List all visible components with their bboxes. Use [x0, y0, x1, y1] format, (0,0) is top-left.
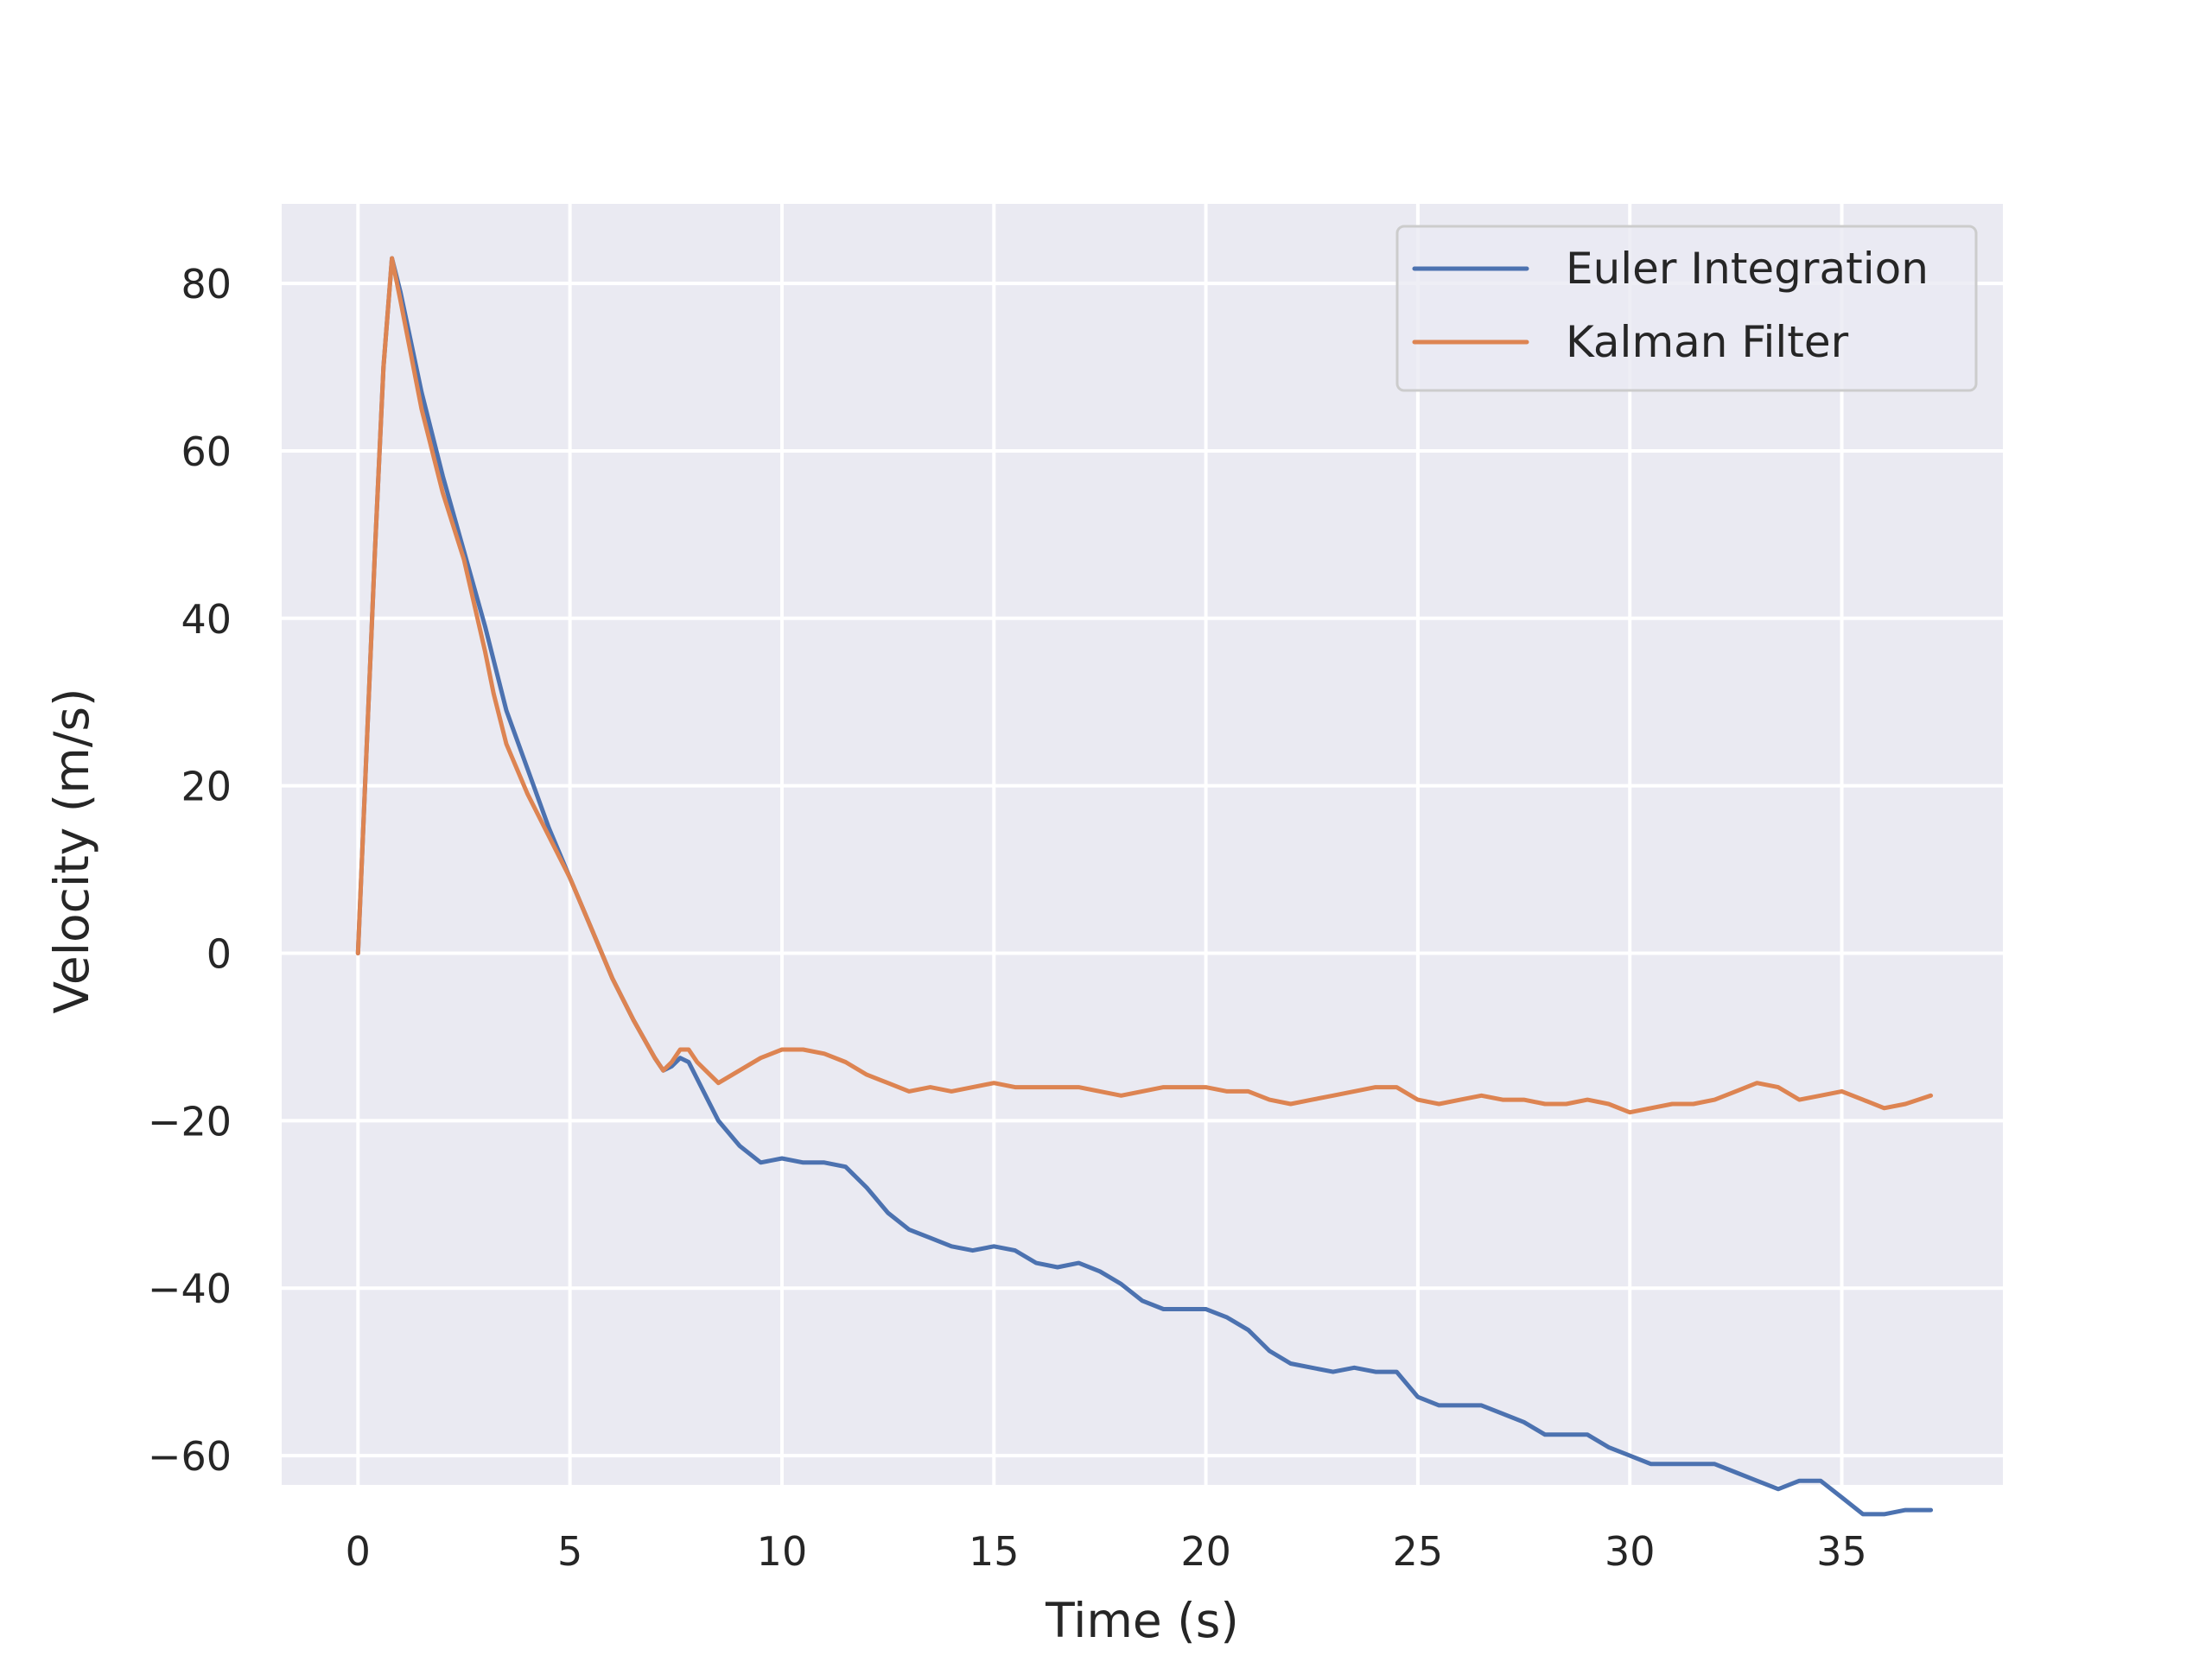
- legend-box: [1395, 225, 1978, 392]
- x-tick-label: 35: [1816, 1528, 1867, 1575]
- x-tick-label: 20: [1180, 1528, 1231, 1575]
- y-tick-label: 80: [181, 261, 232, 308]
- x-tick-label: 10: [757, 1528, 808, 1575]
- series-line-kalman-filter: [355, 256, 1934, 1115]
- legend-label-kalman-filter: Kalman Filter: [1566, 317, 1849, 367]
- y-tick-label: 40: [181, 596, 232, 643]
- y-tick-label: −40: [148, 1266, 232, 1312]
- y-tick-label: 20: [181, 764, 232, 810]
- x-tick-label: 25: [1393, 1528, 1444, 1575]
- y-tick-label: −60: [148, 1433, 232, 1480]
- x-tick-label: 0: [346, 1528, 371, 1575]
- series-lines: [355, 256, 1934, 1517]
- legend: Euler Integration Kalman Filter: [1395, 225, 1978, 392]
- x-axis-label: Time (s): [1045, 1593, 1239, 1648]
- y-tick-label: 0: [207, 931, 232, 978]
- x-tick-label: 30: [1605, 1528, 1656, 1575]
- plot-area: [282, 204, 2003, 1485]
- y-tick-label: −20: [148, 1098, 232, 1145]
- grid-lines: [282, 204, 2003, 1485]
- y-tick-label: 60: [181, 428, 232, 475]
- x-tick-label: 15: [969, 1528, 1020, 1575]
- tick-labels: 0 5 10 15 20 25 30 35 −60 −40 −20 0 20 40 60 80: [148, 261, 1867, 1575]
- x-tick-label: 5: [557, 1528, 582, 1575]
- y-axis-label: Velocity (m/s): [44, 688, 99, 1014]
- legend-label-euler-integration: Euler Integration: [1566, 244, 1929, 294]
